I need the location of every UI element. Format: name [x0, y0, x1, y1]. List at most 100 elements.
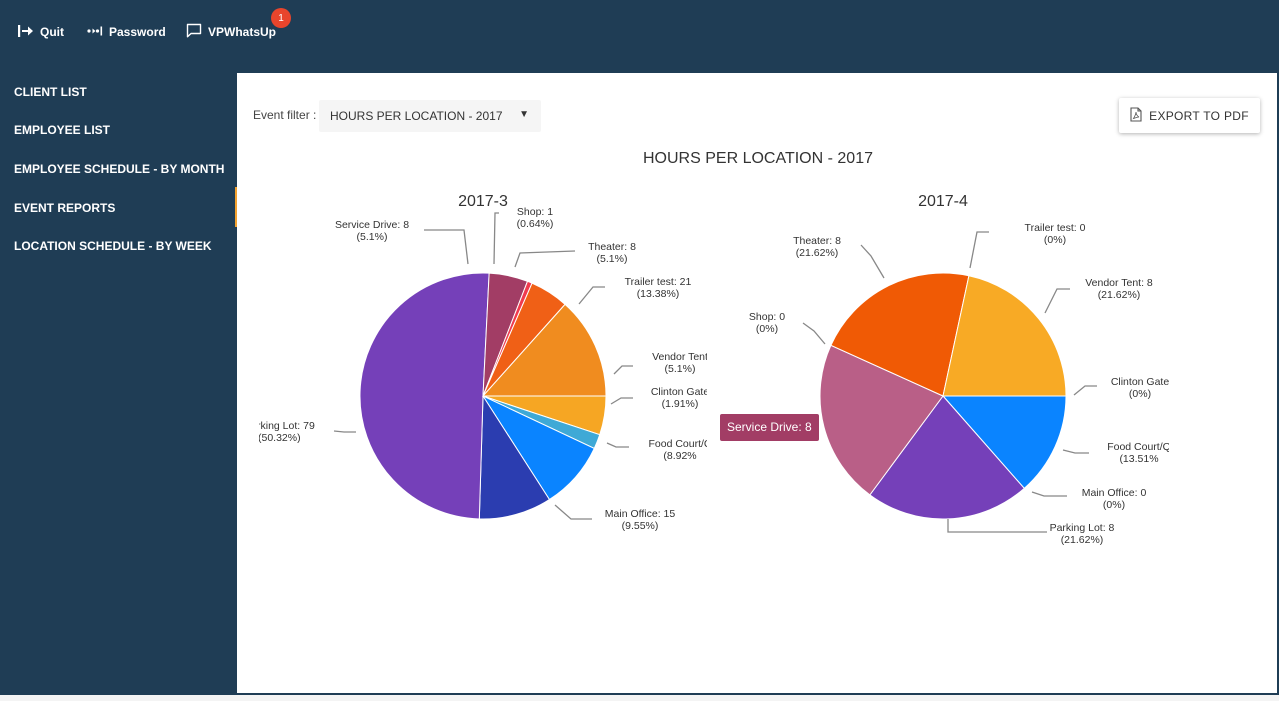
pie-title: 2017-3: [458, 193, 508, 210]
pie-leader-line: [606, 442, 629, 448]
pie-label-percent: (0%): [756, 323, 778, 335]
quit-button[interactable]: Quit: [18, 22, 64, 42]
sidebar-item-location-schedule[interactable]: LOCATION SCHEDULE - BY WEEK: [14, 239, 212, 253]
pie-label: rking Lot: 79 (50.32%): [257, 420, 315, 444]
pie-label: Shop: 1 (0.64%): [517, 206, 554, 230]
password-label: Password: [109, 25, 166, 39]
pie-label-percent: (21.62%): [1098, 289, 1141, 301]
pie-label: Vendor Tent: 8 (21.62%): [1085, 277, 1153, 301]
pie-label-name: Shop: 1: [517, 206, 553, 218]
pie-label-name: rking Lot: 79: [257, 420, 315, 432]
chart-main-title: HOURS PER LOCATION - 2017: [643, 150, 873, 167]
pie-slice-rking-lot[interactable]: [359, 272, 490, 520]
main-panel: Event filter : HOURS PER LOCATION - 2017…: [237, 73, 1277, 693]
pie-slice-food-court-q[interactable]: [941, 395, 1067, 490]
pie-label-percent: (21.62%): [796, 247, 839, 259]
pie-label: Food Court/Q (13.51%: [1107, 441, 1171, 465]
pie-leader-line: [514, 250, 576, 268]
pie-title: 2017-4: [918, 193, 968, 210]
pie-leader-line: [1031, 491, 1067, 497]
chat-icon: [186, 23, 202, 41]
charts-canvas: HOURS PER LOCATION - 2017 Vendor Tent (5.…: [257, 150, 1171, 546]
pie-slice-parking-lot[interactable]: [869, 395, 1025, 520]
pie-label-name: Food Court/Q: [1107, 441, 1171, 453]
pie-label-percent: (5.1%): [597, 253, 628, 265]
sidebar-item-employee-list[interactable]: EMPLOYEE LIST: [14, 123, 111, 137]
pie-label-percent: (0%): [1103, 499, 1125, 511]
pie-label-name: Main Office: 0: [1082, 487, 1147, 499]
pie-label-name: Theater: 8: [793, 235, 841, 247]
export-pdf-button[interactable]: EXPORT TO PDF: [1119, 98, 1260, 133]
pie-label: Food Court/C (8.92%: [648, 438, 711, 462]
event-filter-select[interactable]: HOURS PER LOCATION - 2017 ▼: [319, 100, 541, 132]
pie-label: Main Office: 0 (0%): [1082, 487, 1147, 511]
quit-label: Quit: [40, 25, 64, 39]
pie-label: Theater: 8 (21.62%): [793, 235, 841, 259]
pie-slice-theater[interactable]: [830, 272, 970, 397]
pie-leader-line: [802, 322, 826, 345]
pie-label-name: Vendor Tent: [652, 351, 708, 363]
pie-label-percent: (13.51%: [1119, 453, 1158, 465]
sidebar-item-client-list[interactable]: CLIENT LIST: [14, 85, 87, 99]
pie-label-name: Clinton Gate: [651, 386, 710, 398]
sidebar-item-event-reports[interactable]: EVENT REPORTS: [14, 201, 116, 215]
pie-leader-line: [333, 430, 356, 433]
pie-label: Trailer test: 21 (13.38%): [625, 276, 692, 300]
pie-label-percent: (8.92%: [663, 450, 696, 462]
pie-leader-line: [1062, 449, 1089, 454]
password-button[interactable]: Password: [86, 22, 166, 42]
event-filter-value: HOURS PER LOCATION - 2017: [330, 109, 503, 123]
pie-label-name: Clinton Gate: [1111, 376, 1170, 388]
pie-label-name: Food Court/C: [648, 438, 711, 450]
pie-label-percent: (21.62%): [1061, 534, 1104, 546]
pie-label-name: Service Drive: 8: [335, 219, 409, 231]
pie-leader-line: [613, 365, 633, 375]
sidebar-item-employee-schedule[interactable]: EMPLOYEE SCHEDULE - BY MONTH: [14, 162, 225, 176]
pie-leader-line: [1073, 385, 1097, 396]
event-filter-label: Event filter :: [253, 108, 317, 122]
pie-slice-vendor-tent[interactable]: [942, 275, 1067, 397]
pie-label-name: Parking Lot: 8: [1050, 522, 1115, 534]
pie-label-name: Trailer test: 21: [625, 276, 692, 288]
pie-label-percent: (1.91%): [662, 398, 699, 410]
pie-leader-line: [969, 231, 989, 269]
pie-label-percent: (0%): [1044, 234, 1066, 246]
vpwhatsup-button[interactable]: VPWhatsUp: [186, 22, 276, 42]
pie-label: Parking Lot: 8 (21.62%): [1050, 522, 1115, 546]
key-icon: [86, 25, 103, 39]
pie-label: Clinton Gate (0%): [1111, 376, 1170, 400]
pie-label: Shop: 0 (0%): [749, 311, 785, 335]
pie-label-percent: (0%): [1129, 388, 1151, 400]
sidebar: CLIENT LIST EMPLOYEE LIST EMPLOYEE SCHED…: [0, 73, 237, 695]
pie-slice-trailer-test[interactable]: [481, 303, 607, 397]
exit-icon: [18, 24, 34, 41]
active-item-marker: [235, 187, 237, 227]
pie-label: Service Drive: 8 (5.1%): [335, 219, 409, 243]
pie-chart-2017-3: Vendor Tent (5.1%)Clinton Gate (1.91%)Food…: [257, 206, 711, 532]
pie-label-name: Vendor Tent: 8: [1085, 277, 1153, 289]
pie-label: Trailer test: 0 (0%): [1025, 222, 1086, 246]
pie-leader-line: [1044, 288, 1070, 314]
pie-label-percent: (0.64%): [517, 218, 554, 230]
pdf-file-icon: [1130, 106, 1142, 125]
pie-chart-2017-4: Clinton Gate (0%)Food Court/Q (13.51%Main …: [749, 222, 1171, 546]
pie-label-name: Main Office: 15: [605, 508, 676, 520]
pie-label: Main Office: 15 (9.55%): [605, 508, 676, 532]
pie-leader-line: [610, 397, 633, 405]
pie-leader-line: [493, 212, 499, 265]
bottom-strip: [0, 695, 1279, 701]
pie-slice-service-drive[interactable]: [819, 344, 944, 496]
pie-leader-line: [554, 504, 592, 520]
vpwhatsup-label: VPWhatsUp: [208, 25, 277, 39]
pie-label-percent: (50.32%): [258, 432, 301, 444]
pie-label-name: Trailer test: 0: [1025, 222, 1086, 234]
notification-badge: 1: [271, 8, 291, 28]
pie-leader-line: [860, 244, 885, 279]
pie-label: Clinton Gate (1.91%): [651, 386, 710, 410]
pie-label-name: Theater: 8: [588, 241, 636, 253]
pie-leader-line: [424, 229, 469, 265]
pie-label-percent: (5.1%): [665, 363, 696, 375]
pie-label: Vendor Tent (5.1%): [652, 351, 708, 375]
slice-tooltip: Service Drive: 8: [720, 414, 819, 441]
pie-label-percent: (9.55%): [622, 520, 659, 532]
